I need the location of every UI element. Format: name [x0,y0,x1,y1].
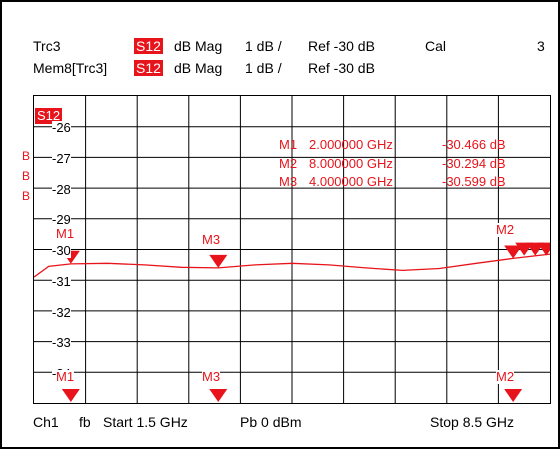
y-tick-label: -33 [52,336,71,350]
marker-m2-label[interactable]: M2 [496,223,514,237]
marker-m3-bottom-triangle [209,389,227,402]
marker-readout-freq: 8.000000 GHz [309,156,393,171]
start-frequency[interactable]: Start 1.5 GHz [103,414,188,430]
memory-format-label[interactable]: dB Mag [174,60,222,76]
marker-m1-label[interactable]: M1 [56,227,74,241]
y-tick-label: -30 [52,244,71,258]
power-label[interactable]: Pb 0 dBm [240,414,301,430]
marker-m2-bottom-label[interactable]: M2 [496,370,514,384]
marker-readout-name[interactable]: M2 [279,156,297,171]
y-tick-label: -32 [52,306,71,320]
marker-readout-value: -30.466 dB [442,137,506,152]
cal-label: Cal [425,38,446,54]
side-marker-b2: B [22,170,30,182]
marker-m1-bottom-triangle [62,389,80,402]
channel-label[interactable]: Ch1 [33,414,59,430]
marker-m3-triangle [209,255,227,268]
y-tick-label: -28 [52,183,71,197]
marker-readout-value: -30.599 dB [442,174,506,189]
marker-m3-label[interactable]: M3 [202,233,220,247]
marker-readout-value: -30.294 dB [442,156,506,171]
memory-s-param-tag[interactable]: S12 [134,60,163,76]
side-marker-b1: B [22,150,30,162]
scale-label[interactable]: 1 dB / [245,38,282,54]
memory-ref-label[interactable]: Ref -30 dB [308,60,375,76]
ref-label[interactable]: Ref -30 dB [308,38,375,54]
memory-scale-label[interactable]: 1 dB / [245,60,282,76]
marker-m3-bottom-label[interactable]: M3 [202,370,220,384]
marker-readout-name[interactable]: M1 [279,137,297,152]
y-tick-label: -27 [52,152,71,166]
marker-readout-freq: 2.000000 GHz [309,137,393,152]
trace-plot[interactable]: S12 -26 -27 -28 -29 -30 -31 -32 -33 -34 … [33,95,551,404]
stop-frequency[interactable]: Stop 8.5 GHz [430,414,514,430]
side-marker-b3: B [22,190,30,202]
y-tick-label: -31 [52,275,71,289]
trace-number: 3 [537,38,545,54]
marker-m2-bottom-triangle [504,389,522,402]
format-label[interactable]: dB Mag [174,38,222,54]
memory-trace-label[interactable]: Mem8[Trc3] [33,60,107,76]
marker-m1-bottom-label[interactable]: M1 [56,370,74,384]
trace-label[interactable]: Trc3 [33,38,60,54]
y-tick-label: -26 [52,121,71,135]
y-tick-label: -29 [52,213,71,227]
sweep-label: fb [79,414,91,430]
marker-readout-name[interactable]: M3 [279,174,297,189]
s-param-tag[interactable]: S12 [134,38,163,54]
marker-readout-freq: 4.000000 GHz [309,174,393,189]
